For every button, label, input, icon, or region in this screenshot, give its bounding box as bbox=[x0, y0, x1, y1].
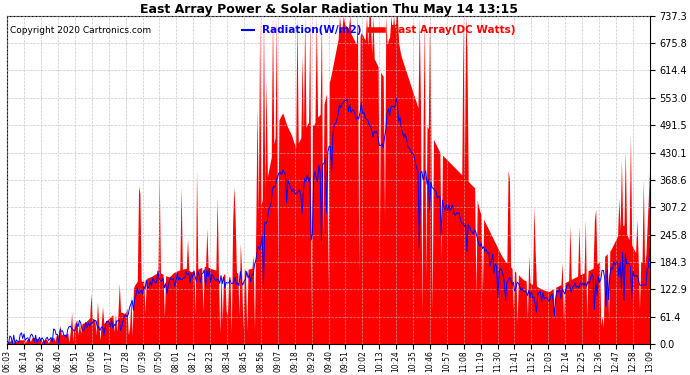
Legend: Radiation(W/m2), East Array(DC Watts): Radiation(W/m2), East Array(DC Watts) bbox=[237, 21, 520, 39]
Title: East Array Power & Solar Radiation Thu May 14 13:15: East Array Power & Solar Radiation Thu M… bbox=[139, 3, 518, 16]
Text: Copyright 2020 Cartronics.com: Copyright 2020 Cartronics.com bbox=[10, 26, 152, 34]
